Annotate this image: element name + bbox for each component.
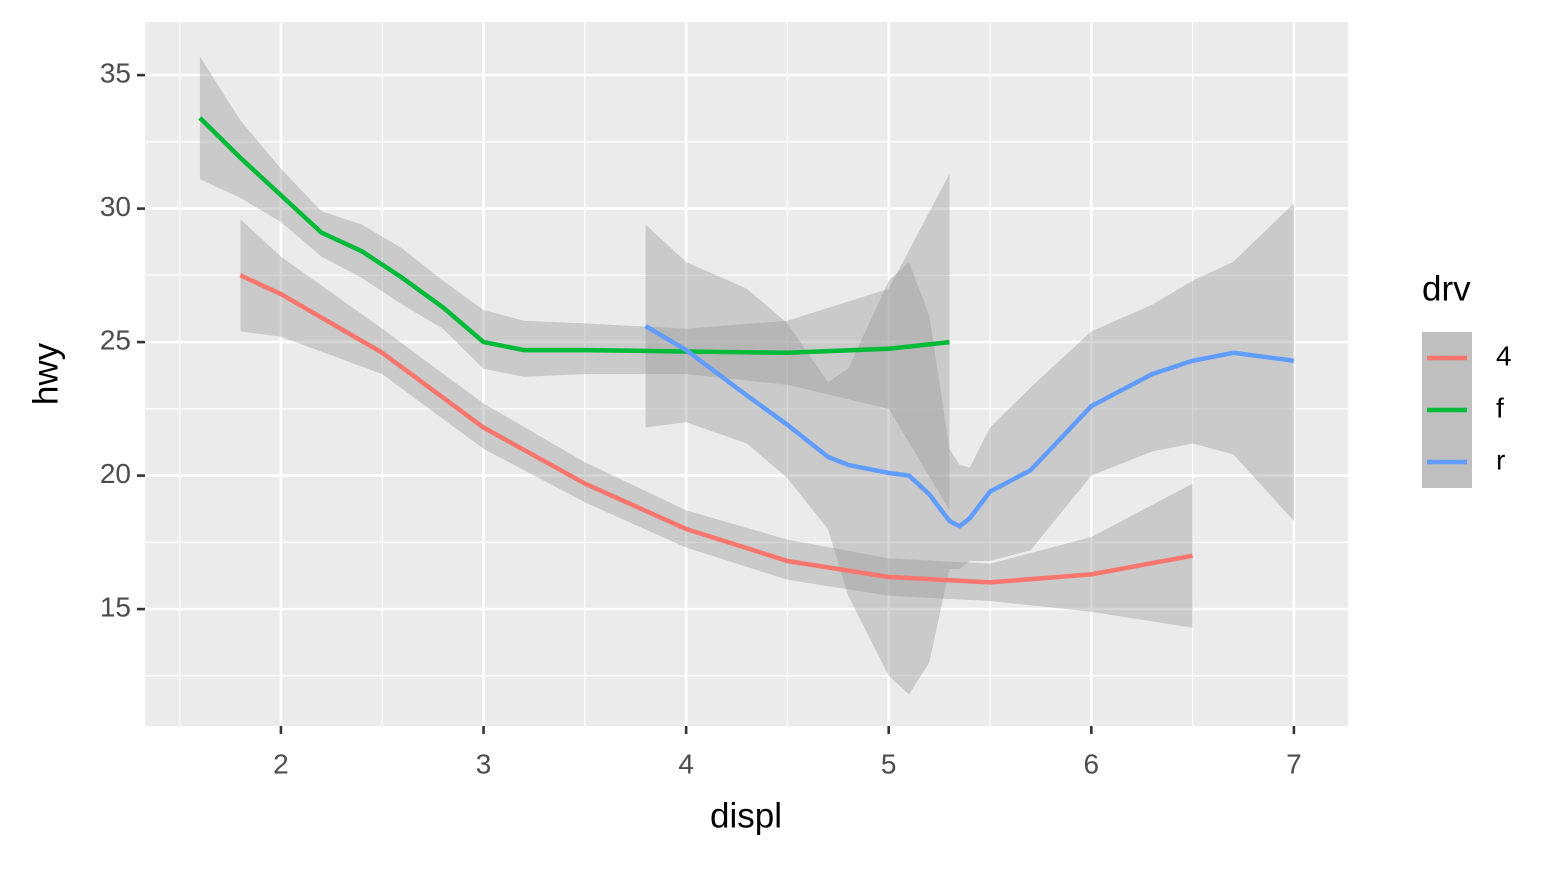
x-tick-label: 2 xyxy=(273,748,289,779)
x-tick-label: 5 xyxy=(881,748,897,779)
x-axis-title: displ xyxy=(710,796,782,835)
y-tick-label: 20 xyxy=(100,458,131,489)
smooth-line xyxy=(239,273,1194,585)
y-tick-label: 35 xyxy=(100,58,131,89)
x-tick-label: 4 xyxy=(678,748,694,779)
y-tick-label: 15 xyxy=(100,591,131,622)
confidence-band xyxy=(645,203,1294,695)
y-axis-title: hwy xyxy=(26,342,65,405)
confidence-band xyxy=(240,219,1193,628)
x-tick-label: 7 xyxy=(1286,748,1302,779)
y-tick-label: 30 xyxy=(100,191,131,222)
smooth-line xyxy=(198,116,950,356)
x-tick-label: 6 xyxy=(1084,748,1100,779)
legend-title: drv xyxy=(1422,269,1471,308)
legend-label: r xyxy=(1496,444,1505,475)
y-tick-label: 25 xyxy=(100,324,131,355)
legend-label: f xyxy=(1496,392,1504,423)
smooth-line xyxy=(644,324,1295,529)
x-tick-label: 3 xyxy=(476,748,492,779)
legend-label: 4 xyxy=(1496,340,1512,371)
